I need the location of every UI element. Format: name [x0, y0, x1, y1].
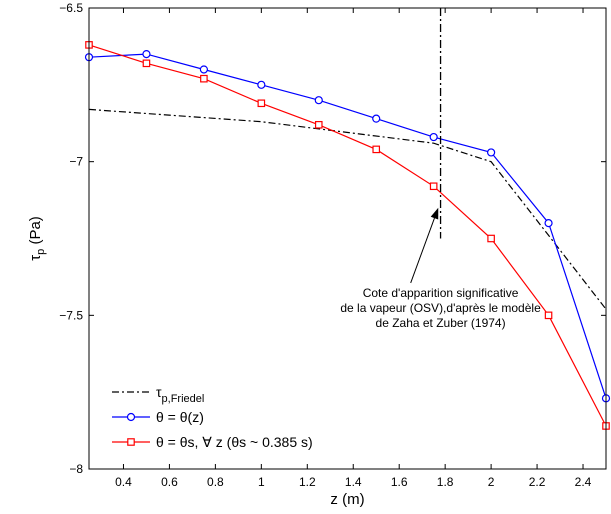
- data-point: [373, 115, 380, 122]
- data-point: [200, 66, 207, 73]
- x-tick-label: 2.4: [575, 475, 592, 489]
- x-axis-label: z (m): [330, 491, 364, 508]
- data-point: [488, 235, 494, 241]
- legend-label-subscript: p,Friedel: [162, 393, 205, 405]
- x-tick-label: 0.6: [161, 475, 178, 489]
- x-tick-label: 0.8: [207, 475, 224, 489]
- y-axis-label-unit: (Pa): [27, 216, 44, 249]
- x-tick-label: 1.4: [345, 475, 362, 489]
- x-tick-label: 1.8: [437, 475, 454, 489]
- annotation-line: de Zaha et Zuber (1974): [376, 316, 506, 330]
- data-point: [258, 100, 264, 106]
- x-tick-label: 1.6: [391, 475, 408, 489]
- y-tick-label: −7: [69, 155, 83, 169]
- x-tick-label: 2.2: [529, 475, 546, 489]
- legend-marker: [128, 439, 134, 445]
- y-tick-label: −6.5: [59, 1, 83, 15]
- data-point: [488, 149, 495, 156]
- legend-marker: [128, 414, 135, 421]
- y-tick-label: −8: [69, 462, 83, 476]
- data-point: [258, 81, 265, 88]
- legend-label: θ = θs, ∀ z (θs ~ 0.385 s): [156, 434, 313, 450]
- data-point: [545, 220, 552, 227]
- data-point: [430, 183, 436, 189]
- legend-label: θ = θ(z): [156, 409, 204, 425]
- x-tick-label: 2: [488, 475, 495, 489]
- x-tick-label: 1.2: [299, 475, 316, 489]
- data-point: [316, 122, 322, 128]
- x-tick-label: 0.4: [115, 475, 132, 489]
- data-point: [545, 312, 551, 318]
- y-tick-label: −7.5: [59, 308, 83, 322]
- data-point: [373, 146, 379, 152]
- data-point: [430, 134, 437, 141]
- x-tick-label: 1: [258, 475, 265, 489]
- data-point: [201, 75, 207, 81]
- data-point: [315, 97, 322, 104]
- data-point: [143, 60, 149, 66]
- annotation-line: Cote d'apparition significative: [363, 286, 519, 300]
- annotation-line: de la vapeur (OSV),d'après le modèle: [340, 301, 541, 315]
- data-point: [143, 51, 150, 58]
